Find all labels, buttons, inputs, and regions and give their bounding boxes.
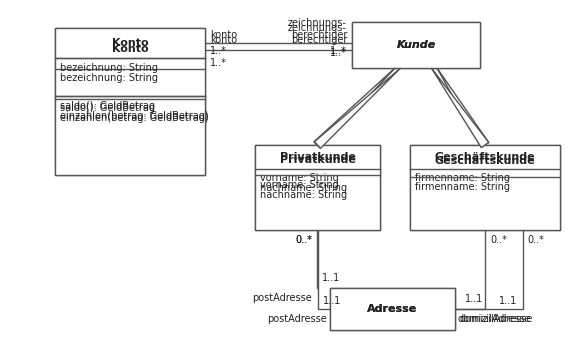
Text: 1..1: 1..1 (499, 296, 518, 306)
Text: Geschäftskunde: Geschäftskunde (435, 156, 535, 166)
Text: 1..*: 1..* (210, 58, 227, 68)
Text: Konto: Konto (112, 43, 148, 53)
Text: 0..*: 0..* (528, 235, 545, 245)
Bar (255, 145, 380, 230)
Text: 1..1: 1..1 (322, 273, 340, 283)
Text: saldo(): GeldBetrag: saldo(): GeldBetrag (60, 101, 155, 111)
Text: 1..1: 1..1 (322, 296, 340, 306)
Text: vorname: String: vorname: String (260, 173, 339, 183)
Bar (410, 145, 560, 230)
Bar (255, 145, 380, 230)
Text: Konto: Konto (112, 38, 148, 48)
Polygon shape (431, 68, 489, 148)
Bar (330, 288, 455, 330)
Text: Adresse: Adresse (367, 304, 417, 314)
Text: saldo(): GeldBetrag: saldo(): GeldBetrag (60, 104, 155, 114)
Text: bezeichnung: String: bezeichnung: String (60, 73, 158, 83)
Bar (410, 145, 560, 230)
Polygon shape (437, 68, 489, 147)
Text: Adresse: Adresse (367, 304, 417, 314)
Text: nachname: String: nachname: String (260, 183, 347, 193)
Text: 1..*: 1..* (210, 46, 227, 56)
Text: zeichnungs-
berechtiger: zeichnungs- berechtiger (288, 18, 347, 40)
Bar (330, 288, 455, 330)
Polygon shape (314, 68, 395, 148)
Text: zeichnungs-
berechtiger: zeichnungs- berechtiger (288, 23, 347, 45)
Text: nachname: String: nachname: String (260, 190, 347, 200)
Text: 1..*: 1..* (330, 46, 347, 56)
Text: Privatkunde: Privatkunde (280, 152, 356, 162)
Text: Kunde: Kunde (396, 40, 436, 50)
Text: vorname: String: vorname: String (260, 180, 339, 190)
Text: 0..*: 0..* (295, 235, 312, 245)
Bar (352, 22, 480, 68)
Text: domizilAdresse: domizilAdresse (460, 314, 533, 324)
Text: firmenname: String: firmenname: String (415, 173, 510, 183)
Text: Privatkunde: Privatkunde (280, 155, 356, 165)
Text: konto: konto (210, 35, 237, 45)
Bar (55, 28, 205, 175)
Polygon shape (314, 68, 401, 148)
Text: postAdresse: postAdresse (252, 293, 312, 303)
Text: einzahlen(betrag: GeldBetrag): einzahlen(betrag: GeldBetrag) (60, 114, 209, 124)
Bar (352, 22, 480, 68)
Text: bezeichnung: String: bezeichnung: String (60, 63, 158, 73)
Text: Kunde: Kunde (396, 40, 436, 50)
Text: Geschäftskunde: Geschäftskunde (435, 152, 535, 162)
Text: 1..*: 1..* (330, 48, 347, 58)
Text: 1..1: 1..1 (465, 294, 483, 304)
Text: 0..*: 0..* (296, 235, 312, 245)
Bar (55, 28, 205, 175)
Text: konto: konto (210, 30, 237, 40)
Text: postAdresse: postAdresse (267, 314, 327, 324)
Text: einzahlen(betrag: GeldBetrag): einzahlen(betrag: GeldBetrag) (60, 111, 209, 121)
Text: domizilAdresse: domizilAdresse (458, 314, 531, 324)
Text: firmenname: String: firmenname: String (415, 182, 510, 192)
Text: 0..*: 0..* (490, 235, 507, 245)
